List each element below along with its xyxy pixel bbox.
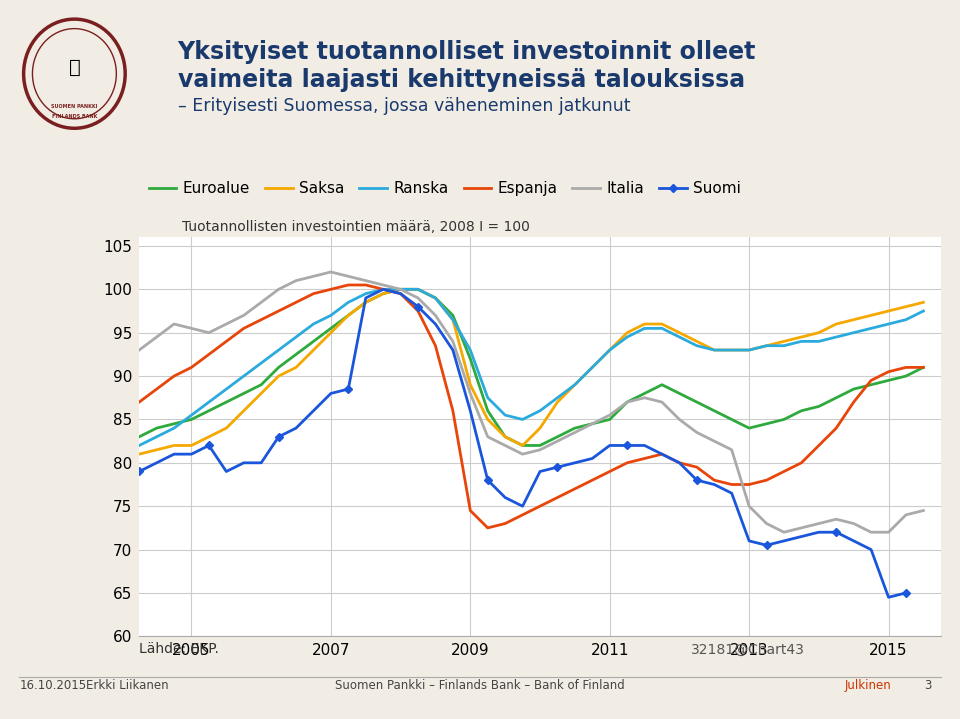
Text: 3: 3 bbox=[924, 679, 931, 692]
Text: 🦁: 🦁 bbox=[68, 58, 81, 77]
Text: Julkinen: Julkinen bbox=[845, 679, 892, 692]
Text: 32181@Chart43: 32181@Chart43 bbox=[691, 643, 805, 656]
Text: – Erityisesti Suomessa, jossa väheneminen jatkunut: – Erityisesti Suomessa, jossa vähenemine… bbox=[178, 97, 630, 115]
Text: FINLANDS BANK: FINLANDS BANK bbox=[52, 114, 97, 119]
Text: Tuotannollisten investointien määrä, 2008 I = 100: Tuotannollisten investointien määrä, 200… bbox=[182, 221, 530, 234]
Text: Lähde: EKP.: Lähde: EKP. bbox=[139, 643, 219, 656]
Text: 16.10.2015: 16.10.2015 bbox=[19, 679, 86, 692]
Text: Suomen Pankki – Finlands Bank – Bank of Finland: Suomen Pankki – Finlands Bank – Bank of … bbox=[335, 679, 625, 692]
Text: Yksityiset tuotannolliset investoinnit olleet: Yksityiset tuotannolliset investoinnit o… bbox=[178, 40, 756, 63]
Text: SUOMEN PANKKI: SUOMEN PANKKI bbox=[51, 104, 98, 109]
Legend: Euroalue, Saksa, Ranska, Espanja, Italia, Suomi: Euroalue, Saksa, Ranska, Espanja, Italia… bbox=[143, 175, 747, 202]
Text: Erkki Liikanen: Erkki Liikanen bbox=[86, 679, 169, 692]
Text: vaimeita laajasti kehittyneissä talouksissa: vaimeita laajasti kehittyneissä talouksi… bbox=[178, 68, 745, 92]
